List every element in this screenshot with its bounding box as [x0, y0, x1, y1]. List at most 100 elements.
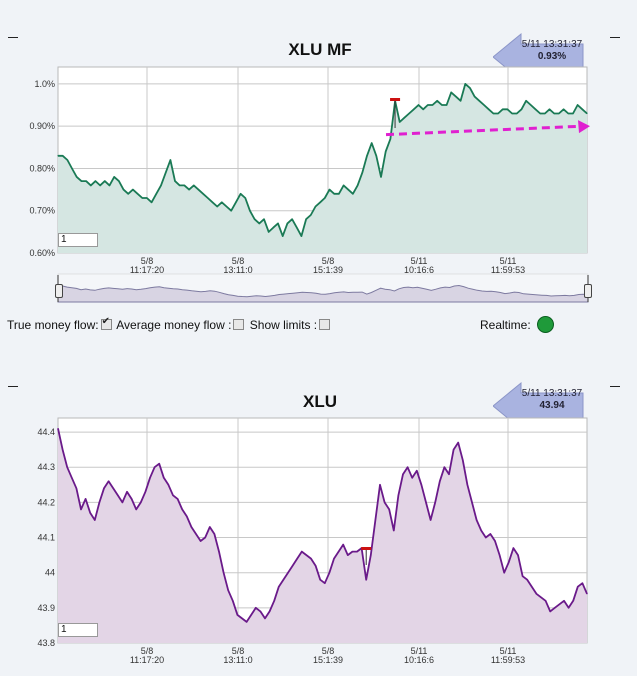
mf-data-point [314, 205, 317, 208]
price-data-point [292, 565, 294, 567]
price-data-point [522, 575, 524, 577]
mf-data-point [272, 227, 274, 229]
price-data-point [517, 554, 519, 556]
mf-data-point [244, 197, 246, 199]
mf-data-point [94, 180, 97, 182]
price-x-tick-date: 5/11 [500, 646, 517, 656]
mf-data-point [460, 100, 462, 102]
corner-dash [610, 386, 620, 387]
mf-data-point [371, 142, 373, 144]
price-data-point [204, 536, 206, 539]
price-y-tick-label: 44.4 [37, 427, 55, 437]
price-data-point [135, 508, 137, 511]
mf-data-point [352, 193, 354, 195]
mf-y-tick-label: 0.70% [29, 206, 55, 216]
mf-x-tick-date: 5/8 [322, 256, 335, 266]
range-navigator[interactable] [54, 272, 594, 306]
price-data-point [480, 529, 482, 532]
mf-data-point [85, 180, 87, 182]
price-data-point [209, 526, 211, 528]
price-data-point [374, 519, 376, 521]
mf-data-point [342, 184, 345, 186]
mf-data-point [347, 188, 349, 191]
trend-arrow-line [385, 124, 583, 137]
mf-data-point [544, 112, 546, 115]
price-data-point [140, 501, 142, 503]
corner-dash [8, 37, 18, 38]
price-data-point [347, 554, 349, 556]
mf-data-point [57, 155, 59, 157]
price-data-point [430, 519, 432, 521]
price-data-point [411, 477, 413, 479]
price-data-point [269, 610, 271, 612]
price-data-point [301, 550, 303, 553]
price-area-fill [58, 428, 587, 643]
price-data-point [287, 572, 289, 574]
price-data-point [163, 477, 165, 479]
mf-badge-value: 0.93% [537, 51, 567, 62]
price-x-tick-time: 10:16:6 [404, 655, 434, 665]
mf-x-tick-date: 5/11 [500, 256, 517, 266]
mf-data-point [375, 155, 377, 157]
price-x-tick-time: 11:59:53 [491, 655, 525, 665]
mf-data-point [488, 108, 490, 110]
price-data-point [121, 501, 123, 503]
mf-data-point [319, 201, 321, 203]
realtime-toggle[interactable] [536, 316, 554, 333]
price-data-point [195, 533, 197, 535]
mf-data-point [427, 104, 429, 106]
mf-interval-input[interactable]: 1 [58, 233, 98, 247]
price-data-point [577, 586, 579, 588]
price-data-point [443, 466, 445, 468]
price-data-point [434, 501, 436, 503]
mf-data-point [403, 117, 406, 119]
price-data-point [149, 477, 151, 479]
mf-data-point [586, 112, 588, 115]
price-data-point [103, 487, 105, 489]
price-data-point [296, 558, 298, 560]
price-data-point [448, 473, 450, 475]
mf-x-tick-time: 11:17:20 [130, 265, 164, 275]
price-data-point [425, 501, 427, 503]
price-data-point [531, 586, 533, 588]
price-data-point [540, 596, 542, 598]
mf-data-point [211, 201, 214, 203]
navigator-left-handle[interactable] [55, 284, 63, 298]
price-data-point [572, 600, 574, 602]
true-money-flow-checkbox[interactable] [100, 316, 112, 330]
price-data-point [186, 515, 188, 518]
mf-y-tick-label: 0.60% [29, 248, 55, 258]
mf-data-point [502, 108, 504, 110]
mf-y-tick-label: 0.80% [29, 163, 55, 173]
mf-data-point [450, 91, 452, 93]
price-data-point [328, 572, 330, 574]
mf-data-point [431, 104, 434, 106]
mf-data-point [151, 201, 153, 203]
price-data-point [535, 593, 538, 595]
trend-arrow-head-icon [578, 120, 590, 134]
price-interval-input[interactable]: 1 [58, 623, 98, 637]
price-chart-title: XLU [303, 392, 337, 411]
mf-data-point [366, 155, 368, 157]
mf-data-point [122, 188, 125, 191]
price-data-point [462, 459, 464, 461]
price-data-point [154, 466, 156, 468]
mf-x-tick-date: 5/8 [232, 256, 245, 266]
price-data-point [338, 550, 340, 553]
price-data-point [177, 498, 179, 500]
mf-data-point [169, 159, 171, 161]
price-data-point [351, 550, 353, 553]
price-data-point [503, 572, 505, 574]
price-data-point [71, 477, 73, 479]
average-money-flow-checkbox[interactable] [233, 319, 245, 330]
mf-data-point [478, 100, 480, 102]
show-limits-checkbox[interactable] [319, 319, 331, 330]
navigator-series [57, 284, 589, 303]
price-data-point [402, 473, 404, 475]
price-data-point [112, 487, 114, 489]
price-data-point [471, 501, 473, 503]
price-x-tick-time: 15:1:39 [313, 655, 343, 665]
price-data-point [526, 579, 528, 581]
navigator-right-handle[interactable] [584, 284, 592, 298]
price-data-point [236, 614, 238, 616]
